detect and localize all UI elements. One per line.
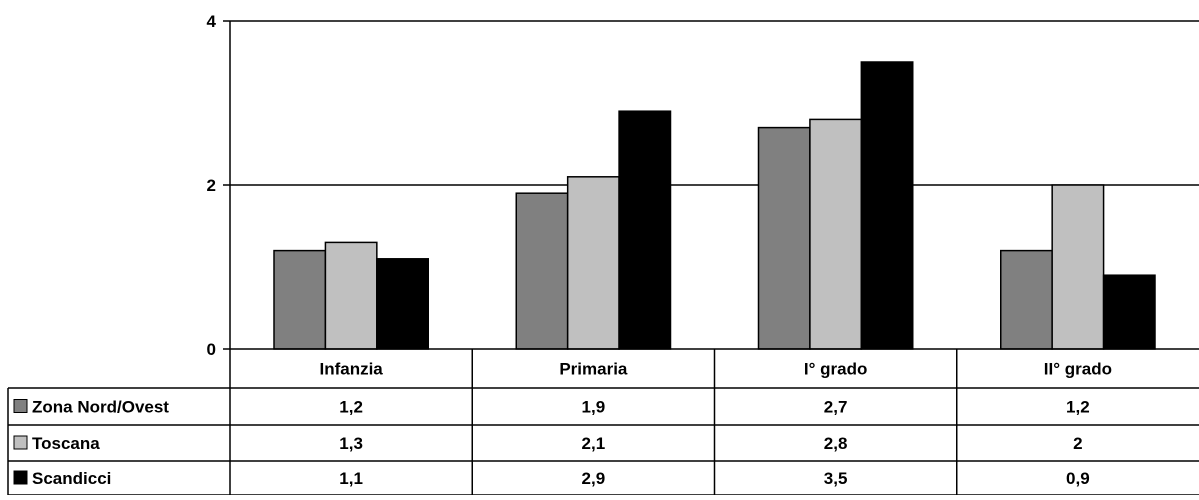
bar: [273, 249, 327, 350]
legend-swatch: [13, 399, 28, 413]
y-tick-label: 0: [207, 340, 216, 359]
legend-swatch: [13, 435, 28, 450]
data-label: 1,2: [1066, 398, 1090, 417]
x-tick-label: Infanzia: [319, 360, 383, 379]
legend-label: Toscana: [32, 434, 100, 453]
data-label: 1,2: [339, 398, 363, 417]
data-label: 2,1: [582, 434, 606, 453]
bar: [618, 110, 672, 350]
bar: [860, 61, 914, 350]
data-label: 1,1: [339, 469, 363, 488]
bar: [515, 192, 569, 350]
data-label: 0,9: [1066, 469, 1090, 488]
bar: [1102, 274, 1156, 350]
data-label: 1,9: [582, 398, 606, 417]
bar: [1000, 249, 1053, 350]
x-tick-label: II° grado: [1044, 360, 1112, 379]
data-label: 1,3: [339, 434, 363, 453]
x-tick-label: Primaria: [559, 360, 628, 379]
bar: [757, 126, 811, 350]
legend-label: Zona Nord/Ovest: [32, 398, 169, 417]
data-label: 2,8: [824, 434, 848, 453]
data-label: 3,5: [824, 469, 848, 488]
y-tick-label: 4: [207, 12, 217, 31]
legend-label: Scandicci: [32, 469, 111, 488]
bar: [1051, 184, 1105, 350]
bar: [566, 176, 620, 350]
data-label: 2,7: [824, 398, 848, 417]
legend-swatch: [13, 470, 28, 485]
x-tick-label: I° grado: [804, 360, 867, 379]
data-label: 2,9: [582, 469, 606, 488]
bar: [324, 241, 378, 350]
data-label: 2: [1073, 434, 1082, 453]
bar: [809, 118, 863, 350]
y-tick-label: 2: [207, 176, 216, 195]
bar: [376, 258, 430, 350]
